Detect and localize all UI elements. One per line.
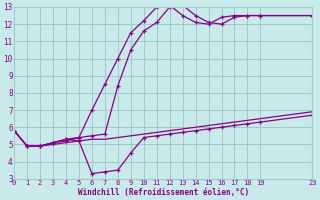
X-axis label: Windchill (Refroidissement éolien,°C): Windchill (Refroidissement éolien,°C) xyxy=(78,188,249,197)
